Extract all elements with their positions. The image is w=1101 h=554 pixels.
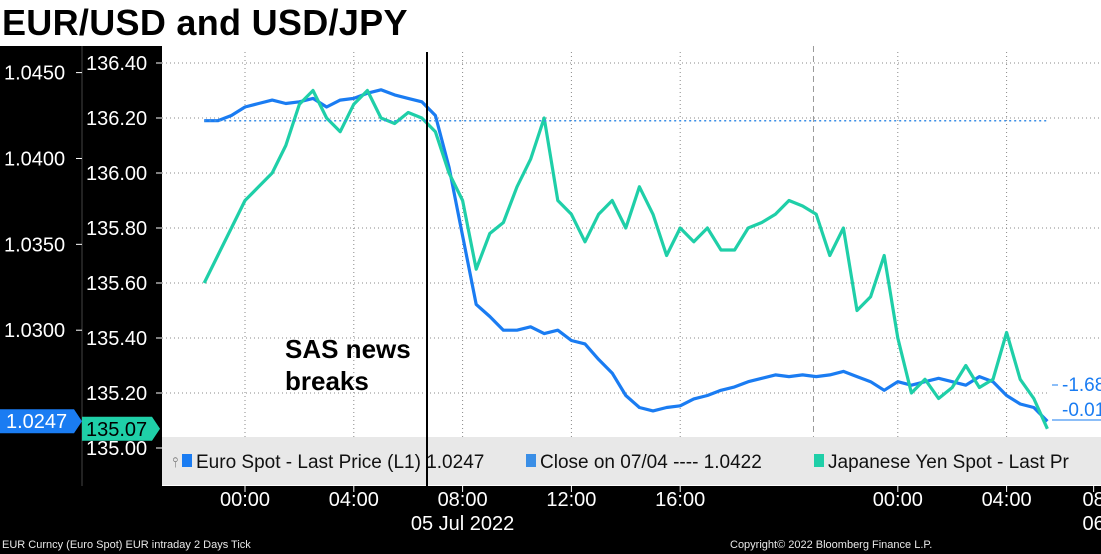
last-value-tags: 1.0247 135.07 [0,409,160,441]
legend-background [162,437,1101,485]
right-tick-label: 136.20 [86,108,147,130]
jpy-last-value-tag [82,416,160,441]
annotation-line: breaks [285,366,369,396]
legend: ⫯ Euro Spot - Last Price (L1) 1.0247 Close… [172,452,1070,473]
right-tick-label: 135.80 [86,218,147,240]
legend-label: Japanese Yen Spot - Last Pr [828,452,1070,473]
right-tick-label: 136.00 [86,163,147,185]
right-tick-label: 135.00 [86,438,147,460]
footer-source: EUR Curncy (Euro Spot) EUR intraday 2 Da… [2,539,251,551]
x-tick-label: 04:00 [329,489,379,511]
x-tick-label: 08 [1083,489,1101,511]
x-tick-label: 16:00 [655,489,705,511]
right-tick-label: 135.40 [86,328,147,350]
usd-jpy-series-line [202,88,1049,430]
date-label: 06 [1083,513,1101,535]
legend-handle: ⫯ [172,454,178,470]
right-tick-label: 136.40 [86,53,147,75]
legend-swatch [814,454,824,467]
gridlines [162,46,1101,538]
right-axis-ticks: 136.40 136.20 136.00 135.80 135.60 135.40 135.… [86,53,162,460]
chart-title: EUR/USD and USD/JPY [2,2,408,43]
left-axis-ticks: 1.0450 1.0400 1.0350 1.0300 [4,63,82,342]
left-tick-label: 1.0350 [4,234,65,256]
footer-copyright: Copyright© 2022 Bloomberg Finance L.P. [730,539,933,551]
eur-usd-series-line [204,88,1049,423]
legend-swatch [526,454,536,467]
x-axis-panel [162,486,1101,538]
series-layer [202,88,1049,430]
eur-last-value-label: 1.0247 [6,411,67,433]
x-tick-label: 12:00 [546,489,596,511]
x-tick-label: 08:00 [438,489,488,511]
right-tick-label: 135.60 [86,273,147,295]
news-annotation: SAS news breaks [285,334,411,396]
left-tick-label: 1.0300 [4,320,65,342]
change-labels: -1.68 -0.01 [1048,375,1101,421]
change-label: -1.68 [1062,375,1101,396]
legend-label: Euro Spot - Last Price (L1) 1.0247 [196,452,484,473]
right-axis-panel [82,46,162,486]
left-tick-label: 1.0400 [4,148,65,170]
date-label: 05 Jul 2022 [411,513,514,535]
x-tick-label: 04:00 [982,489,1032,511]
eur-last-value-tag [0,409,82,434]
legend-swatch [182,454,192,467]
x-tick-label: 00:00 [873,489,923,511]
legend-label: Close on 07/04 ---- 1.0422 [540,452,762,473]
annotation-line: SAS news [285,334,411,364]
change-label: -0.01 [1062,400,1101,421]
x-axis-ticks: 00:00 04:00 08:00 12:00 16:00 00:00 04:00 08 05 … [220,486,1101,535]
x-tick-label: 00:00 [220,489,270,511]
title-bar: EUR/USD and USD/JPY [0,0,1101,46]
right-tick-label: 135.20 [86,383,147,405]
plot-area [162,46,1101,486]
left-tick-label: 1.0450 [4,63,65,85]
jpy-last-value-label: 135.07 [86,419,147,441]
